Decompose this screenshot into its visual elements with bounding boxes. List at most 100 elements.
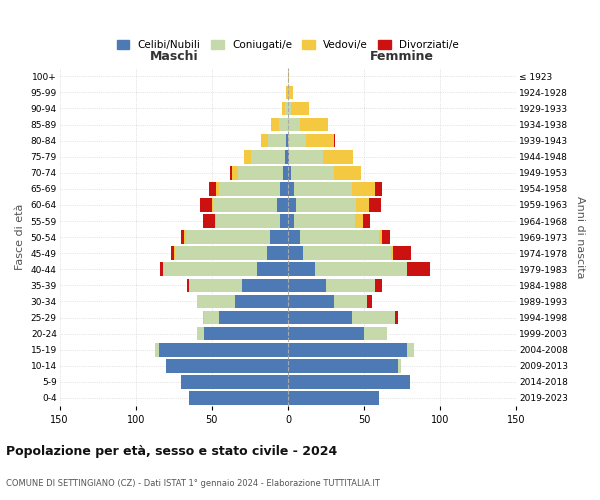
Bar (300, 118, 328, 132)
Text: COMUNE DI SETTINGIANO (CZ) - Dati ISTAT 1° gennaio 2024 - Elaborazione TUTTITALI: COMUNE DI SETTINGIANO (CZ) - Dati ISTAT … (6, 478, 380, 488)
Bar (251, 150, 285, 164)
Bar (220, 310, 288, 324)
Bar (230, 166, 232, 179)
Bar (160, 262, 163, 276)
Bar (200, 198, 212, 212)
Bar (355, 214, 362, 228)
Bar (266, 246, 288, 260)
Bar (217, 182, 220, 196)
Bar (277, 198, 288, 212)
Text: Popolazione per età, sesso e stato civile - 2024: Popolazione per età, sesso e stato civil… (6, 444, 337, 458)
Bar (291, 102, 309, 116)
Legend: Celibi/Nubili, Coniugati/e, Vedovi/e, Divorziati/e: Celibi/Nubili, Coniugati/e, Vedovi/e, Di… (117, 40, 459, 50)
Bar (393, 246, 411, 260)
Bar (288, 278, 326, 292)
Bar (217, 214, 280, 228)
Bar (175, 246, 266, 260)
Bar (286, 86, 288, 99)
Bar (189, 391, 288, 405)
Bar (235, 294, 288, 308)
Bar (375, 278, 382, 292)
Bar (187, 278, 189, 292)
Bar (364, 327, 387, 340)
Bar (368, 198, 381, 212)
Bar (279, 118, 288, 132)
Bar (288, 86, 293, 99)
Bar (269, 230, 288, 244)
Y-axis label: Fasce di età: Fasce di età (15, 204, 25, 270)
Bar (280, 182, 288, 196)
Bar (303, 246, 391, 260)
Bar (379, 230, 382, 244)
Bar (382, 230, 390, 244)
Bar (288, 182, 294, 196)
Bar (288, 118, 300, 132)
Bar (280, 214, 288, 228)
Bar (197, 327, 204, 340)
Y-axis label: Anni di nascita: Anni di nascita (575, 196, 585, 278)
Bar (215, 214, 217, 228)
Bar (181, 230, 184, 244)
Bar (288, 262, 316, 276)
Bar (214, 198, 277, 212)
Bar (204, 327, 288, 340)
Bar (288, 327, 364, 340)
Bar (352, 310, 395, 324)
Bar (288, 166, 291, 179)
Bar (288, 134, 306, 147)
Bar (171, 246, 174, 260)
Bar (268, 134, 286, 147)
Bar (334, 294, 367, 308)
Bar (189, 278, 242, 292)
Bar (375, 182, 382, 196)
Bar (212, 198, 214, 212)
Bar (209, 182, 217, 196)
Bar (407, 343, 415, 356)
Bar (288, 375, 410, 388)
Bar (334, 166, 361, 179)
Bar (391, 246, 393, 260)
Bar (285, 102, 288, 116)
Bar (174, 246, 175, 260)
Bar (285, 150, 288, 164)
Bar (362, 214, 370, 228)
Bar (288, 359, 398, 372)
Bar (334, 134, 335, 147)
Bar (289, 150, 323, 164)
Bar (203, 214, 215, 228)
Bar (204, 310, 220, 324)
Bar (163, 262, 257, 276)
Bar (395, 310, 398, 324)
Bar (288, 198, 296, 212)
Bar (288, 294, 334, 308)
Bar (288, 230, 300, 244)
Bar (296, 198, 356, 212)
Bar (186, 230, 269, 244)
Text: Femmine: Femmine (370, 50, 434, 64)
Bar (232, 166, 238, 179)
Bar (356, 198, 368, 212)
Bar (238, 166, 283, 179)
Bar (294, 182, 352, 196)
Bar (323, 150, 353, 164)
Bar (184, 230, 186, 244)
Bar (300, 230, 379, 244)
Bar (242, 278, 288, 292)
Text: Maschi: Maschi (149, 50, 198, 64)
Bar (166, 359, 288, 372)
Bar (244, 150, 251, 164)
Bar (288, 391, 379, 405)
Bar (291, 166, 334, 179)
Bar (203, 310, 204, 324)
Bar (288, 343, 407, 356)
Bar (352, 182, 375, 196)
Bar (398, 359, 401, 372)
Bar (316, 262, 407, 276)
Bar (257, 262, 288, 276)
Bar (220, 182, 280, 196)
Bar (155, 343, 158, 356)
Bar (288, 246, 303, 260)
Bar (260, 134, 268, 147)
Bar (326, 278, 375, 292)
Bar (294, 214, 355, 228)
